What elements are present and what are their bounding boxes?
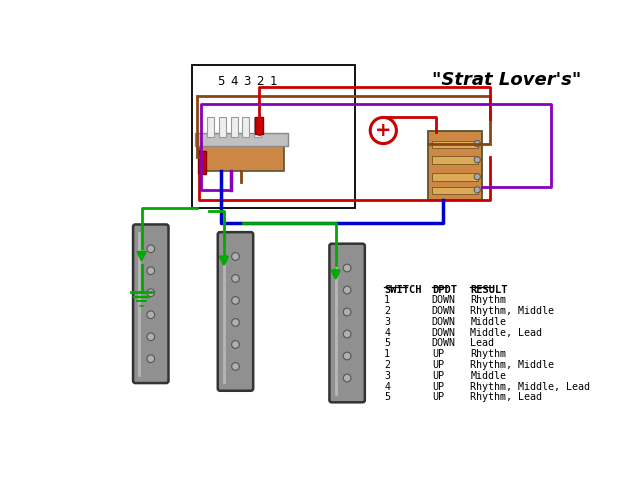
Text: 4: 4 [384, 381, 390, 391]
Text: DOWN: DOWN [432, 306, 456, 316]
Circle shape [231, 274, 240, 282]
Bar [254, 118, 261, 137]
FancyBboxPatch shape [133, 225, 169, 383]
Circle shape [343, 308, 351, 316]
Bar [242, 118, 249, 137]
Circle shape [231, 341, 240, 348]
Text: DOWN: DOWN [432, 295, 456, 305]
Text: Rhythm: Rhythm [470, 349, 506, 359]
Text: 4: 4 [230, 75, 238, 88]
Circle shape [147, 289, 155, 297]
Text: 4: 4 [384, 327, 390, 337]
Text: 1: 1 [384, 349, 390, 359]
Text: Middle: Middle [470, 371, 506, 381]
Circle shape [147, 311, 155, 319]
Text: RESULT: RESULT [470, 284, 508, 294]
Circle shape [474, 141, 481, 147]
Text: UP: UP [432, 360, 444, 370]
Circle shape [343, 264, 351, 272]
Text: +: + [375, 121, 392, 140]
Text: 2: 2 [384, 306, 390, 316]
Circle shape [474, 187, 481, 193]
Text: Middle, Lead: Middle, Lead [470, 327, 543, 337]
Circle shape [343, 352, 351, 360]
Text: DOWN: DOWN [432, 317, 456, 327]
Bar [256, 118, 263, 134]
Text: 2: 2 [256, 75, 264, 88]
FancyBboxPatch shape [218, 232, 253, 391]
Circle shape [231, 319, 240, 326]
Text: Rhythm, Middle: Rhythm, Middle [470, 360, 554, 370]
Text: 5: 5 [384, 392, 390, 402]
Circle shape [147, 267, 155, 274]
Text: Middle: Middle [470, 317, 506, 327]
Circle shape [147, 333, 155, 341]
Text: SWITCH: SWITCH [384, 284, 422, 294]
Circle shape [474, 157, 481, 163]
Bar [432, 187, 478, 195]
Bar [207, 118, 214, 137]
Bar [432, 173, 478, 181]
Text: 1: 1 [384, 295, 390, 305]
Text: Rhythm, Middle, Lead: Rhythm, Middle, Lead [470, 381, 590, 391]
Bar [197, 152, 206, 174]
Circle shape [343, 330, 351, 338]
Circle shape [343, 286, 351, 294]
Circle shape [231, 252, 240, 261]
Text: 3: 3 [384, 371, 390, 381]
Bar [432, 156, 478, 163]
Circle shape [147, 355, 155, 363]
Text: 3: 3 [384, 317, 390, 327]
Text: "Strat Lover's": "Strat Lover's" [432, 71, 581, 89]
Text: Rhythm, Middle: Rhythm, Middle [470, 306, 554, 316]
Text: 5: 5 [217, 75, 224, 88]
Bar [219, 118, 226, 137]
Bar [428, 130, 482, 200]
FancyBboxPatch shape [330, 244, 365, 402]
Text: Rhythm, Lead: Rhythm, Lead [470, 392, 543, 402]
Bar [196, 133, 288, 146]
Circle shape [343, 374, 351, 382]
Circle shape [474, 174, 481, 180]
Text: UP: UP [432, 349, 444, 359]
Circle shape [231, 363, 240, 370]
Text: 5: 5 [384, 338, 390, 348]
Bar [231, 118, 238, 137]
Text: 2: 2 [384, 360, 390, 370]
Text: 3: 3 [243, 75, 250, 88]
Text: DOWN: DOWN [432, 338, 456, 348]
Text: Rhythm: Rhythm [470, 295, 506, 305]
Circle shape [231, 297, 240, 304]
Bar [199, 142, 284, 171]
Text: DOWN: DOWN [432, 327, 456, 337]
Text: Lead: Lead [470, 338, 495, 348]
Text: UP: UP [432, 392, 444, 402]
Text: DPDT: DPDT [432, 284, 457, 294]
Text: 1: 1 [270, 75, 277, 88]
Text: UP: UP [432, 381, 444, 391]
Bar [432, 141, 478, 148]
Bar [192, 65, 355, 207]
Text: UP: UP [432, 371, 444, 381]
Circle shape [147, 245, 155, 252]
